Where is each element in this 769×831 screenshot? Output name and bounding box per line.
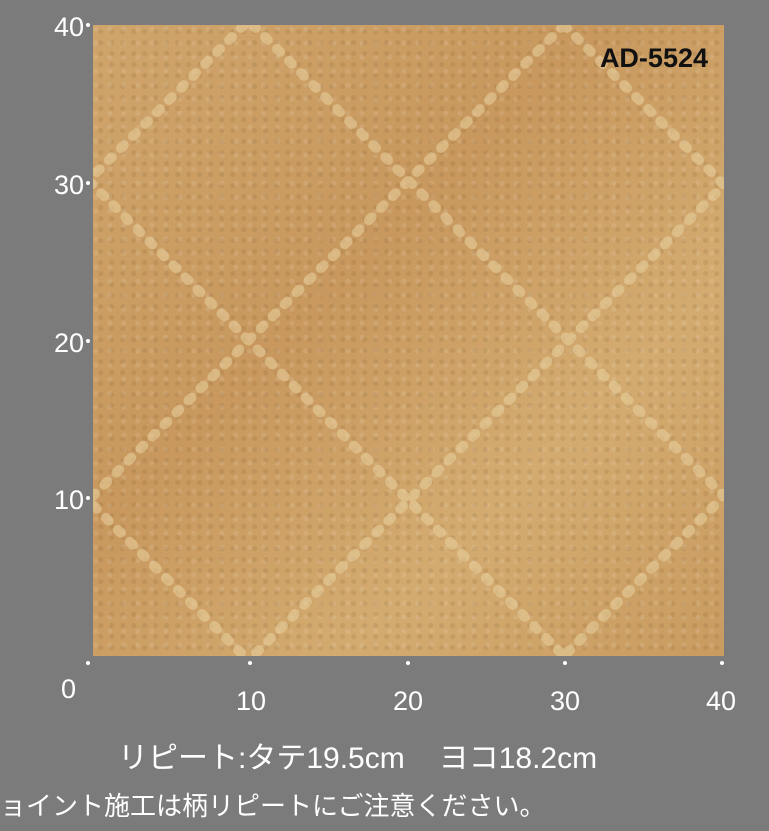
- y-tick-mark: [86, 661, 90, 665]
- x-tick-mark: [248, 661, 252, 665]
- x-tick-mark: [720, 661, 724, 665]
- x-tick-label: 30: [549, 686, 581, 716]
- y-tick-mark: [86, 181, 90, 185]
- y-tick-label: 20: [53, 328, 84, 358]
- repeat-size-info: リピート:タテ19.5cm ヨコ18.2cm: [118, 733, 597, 777]
- y-tick-label: 10: [53, 485, 84, 515]
- x-tick-label: 40: [705, 686, 737, 716]
- installation-note: ョイント施工は柄リピートにご注意ください。: [0, 792, 546, 822]
- y-tick-mark: [86, 23, 90, 27]
- diamond-pattern: [93, 25, 724, 656]
- x-tick-label: 20: [392, 686, 424, 716]
- y-tick-label: 40: [53, 12, 84, 42]
- y-tick-mark: [86, 496, 90, 500]
- x-tick-mark: [406, 661, 410, 665]
- repeat-horizontal: ヨコ18.2cm: [438, 742, 598, 775]
- y-tick-label: 30: [53, 170, 84, 200]
- carpet-sample-swatch: AD-5524: [93, 25, 724, 656]
- x-tick-label: 10: [235, 686, 267, 716]
- x-tick-mark: [563, 661, 567, 665]
- y-tick-label: 0: [60, 674, 76, 704]
- y-tick-mark: [86, 339, 90, 343]
- product-code: AD-5524: [599, 43, 708, 73]
- repeat-vertical: リピート:タテ19.5cm: [118, 742, 405, 775]
